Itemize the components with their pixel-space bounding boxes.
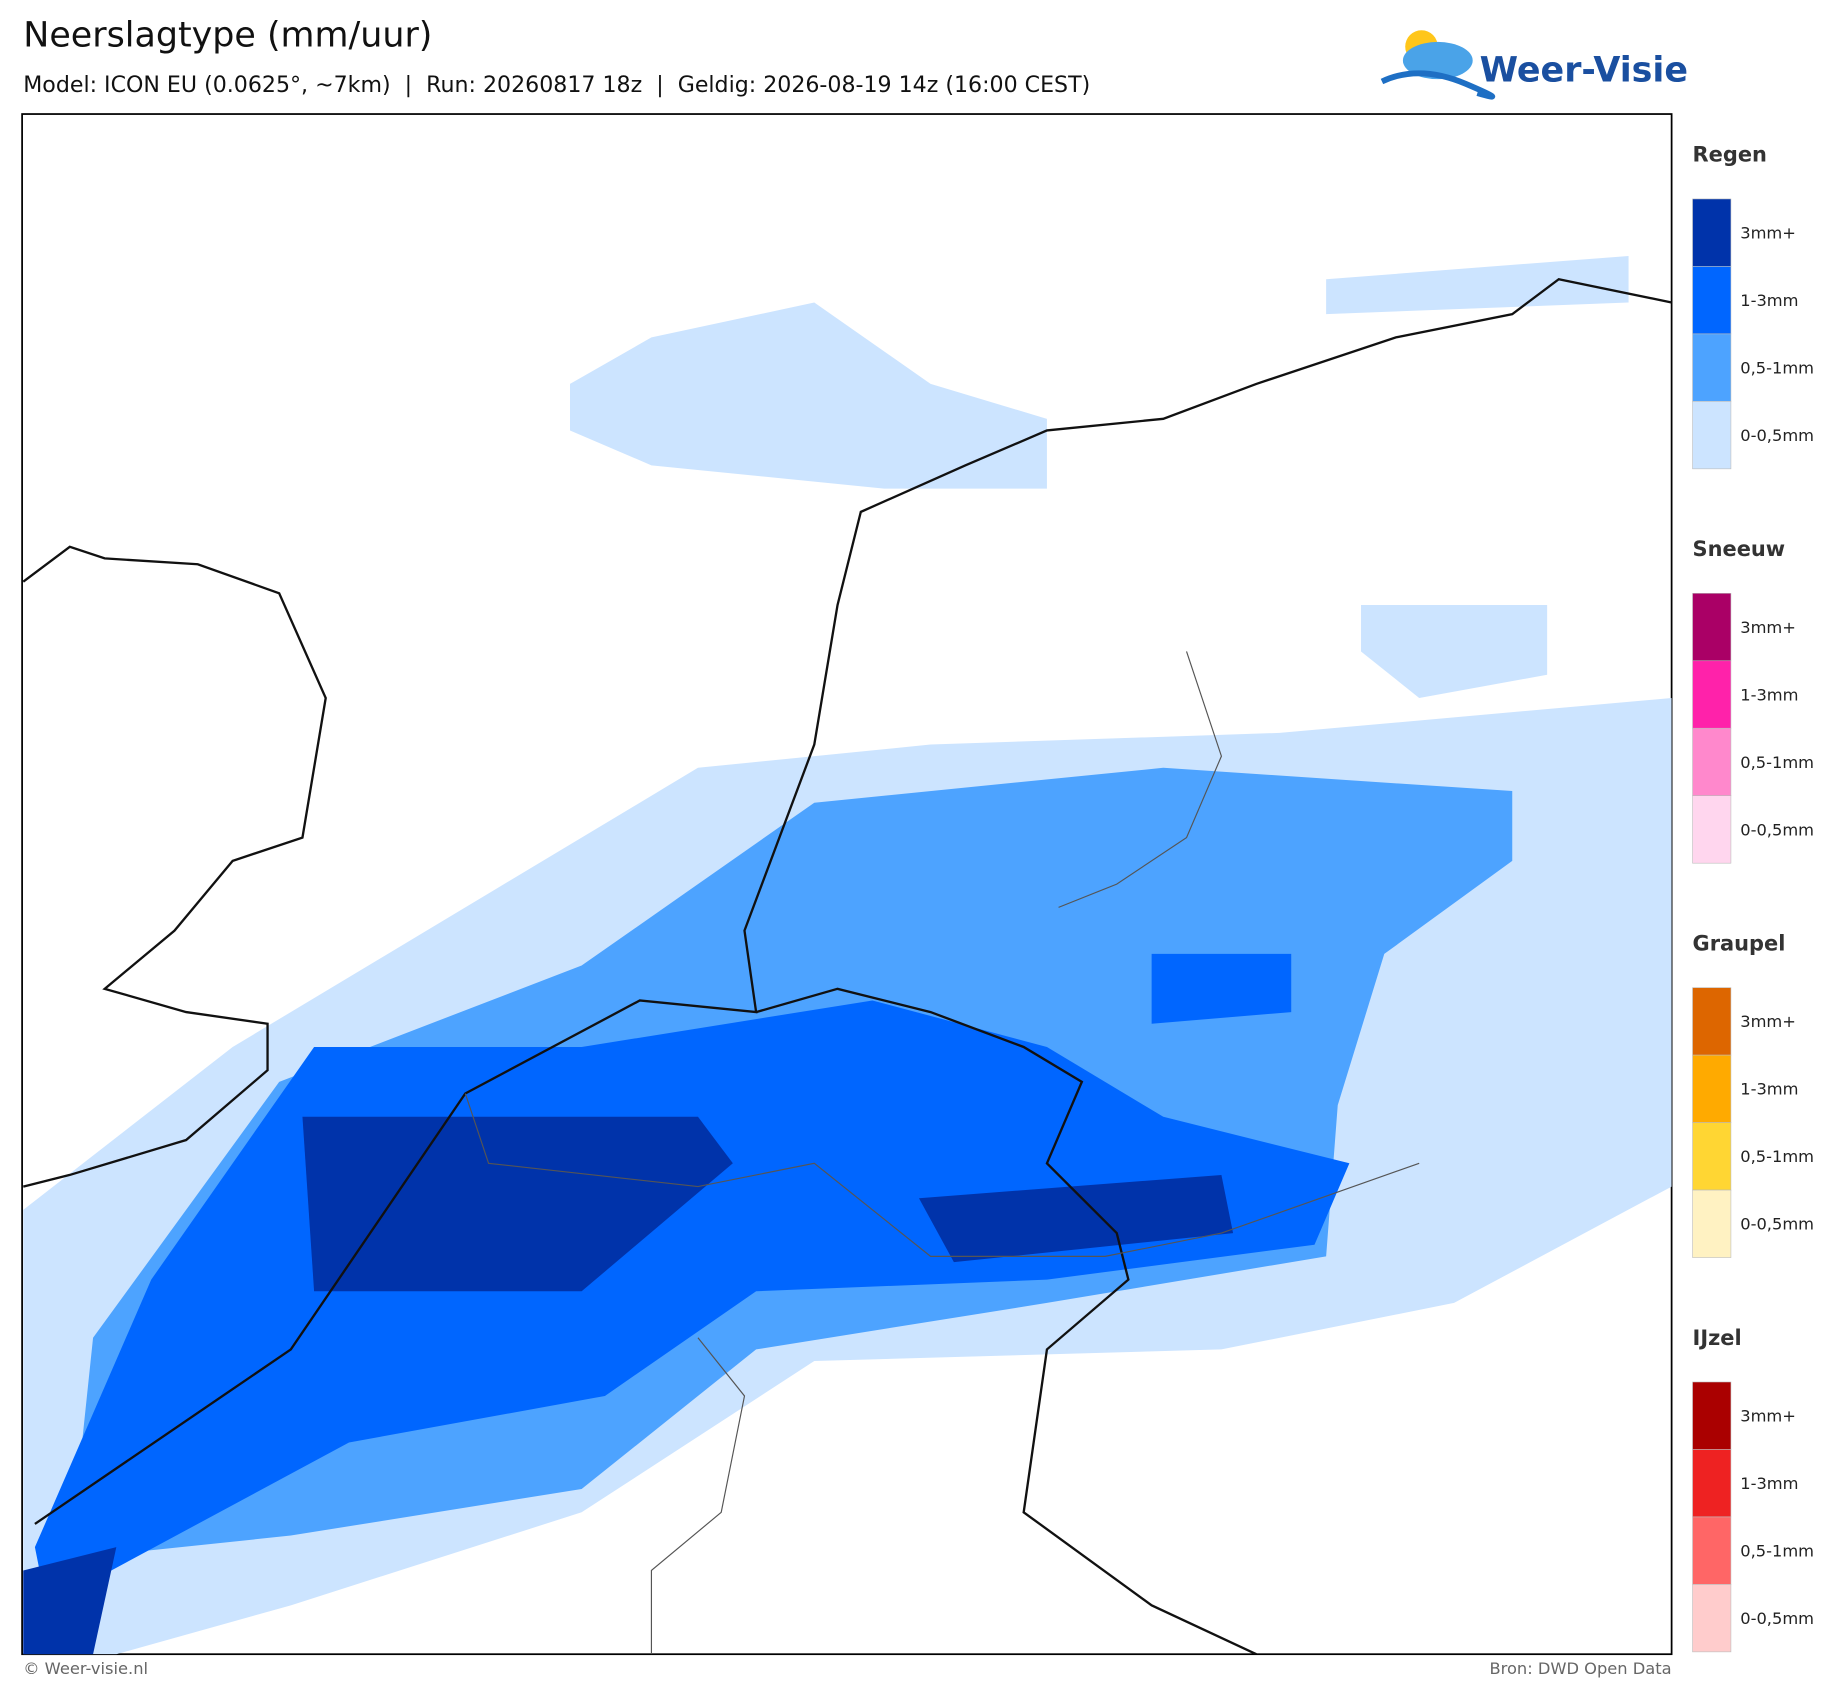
legend-swatch [1692,1449,1732,1518]
legend-label: 3mm+ [1740,618,1796,637]
legend-swatch [1692,727,1732,797]
legend-label: 0-0,5mm [1740,426,1814,445]
legend-label: 3mm+ [1740,224,1796,243]
legend-swatch [1692,593,1732,662]
legend-swatch [1692,660,1732,729]
legend-swatch [1692,1122,1732,1191]
legend-label: 3mm+ [1740,1407,1796,1426]
legend-swatch [1692,266,1732,335]
map [21,113,1673,1656]
legend-swatch [1692,1584,1732,1653]
legend-label: 0,5-1mm [1740,358,1814,377]
logo-text: Weer-Visie [1480,50,1688,90]
legend-label: 0,5-1mm [1740,1147,1814,1166]
legend-label: 0-0,5mm [1740,820,1814,839]
legend-swatch [1692,987,1732,1056]
legend-swatch [1692,1189,1732,1258]
legend-label: 1-3mm [1740,1080,1798,1099]
legend-label: 1-3mm [1740,291,1798,310]
legend-label: 0-0,5mm [1740,1215,1814,1234]
legend-swatch [1692,198,1732,267]
legend-swatch [1692,333,1732,402]
legend-label: 0,5-1mm [1740,1541,1814,1560]
legend-swatch [1692,1381,1732,1450]
footer-credit: © Weer-visie.nl [23,1659,148,1678]
legend-title: Sneeuw [1693,537,1786,561]
subtitle: Model: ICON EU (0.0625°, ~7km) | Run: 20… [23,72,1090,98]
legend-swatch [1692,795,1732,864]
legend-swatch [1692,1516,1732,1585]
legend-label: 0-0,5mm [1740,1609,1814,1628]
legend-label: 3mm+ [1740,1012,1796,1031]
legend-title: IJzel [1693,1326,1742,1350]
legend-label: 1-3mm [1740,685,1798,704]
logo: Weer-Visie [1380,30,1688,100]
legend-title: Graupel [1693,931,1786,955]
legend-label: 1-3mm [1740,1474,1798,1493]
legend: Regen 3mm+ 1-3mm 0,5-1mm 0-0,5mm Sneeuw 3mm+ 1-… [1692,143,1814,1653]
title: Neerslagtype (mm/uur) [23,16,432,56]
legend-swatch [1692,401,1732,470]
legend-label: 0,5-1mm [1740,753,1814,772]
legend-title: Regen [1693,143,1767,167]
footer-source: Bron: DWD Open Data [1489,1659,1671,1678]
legend-swatch [1692,1054,1732,1123]
